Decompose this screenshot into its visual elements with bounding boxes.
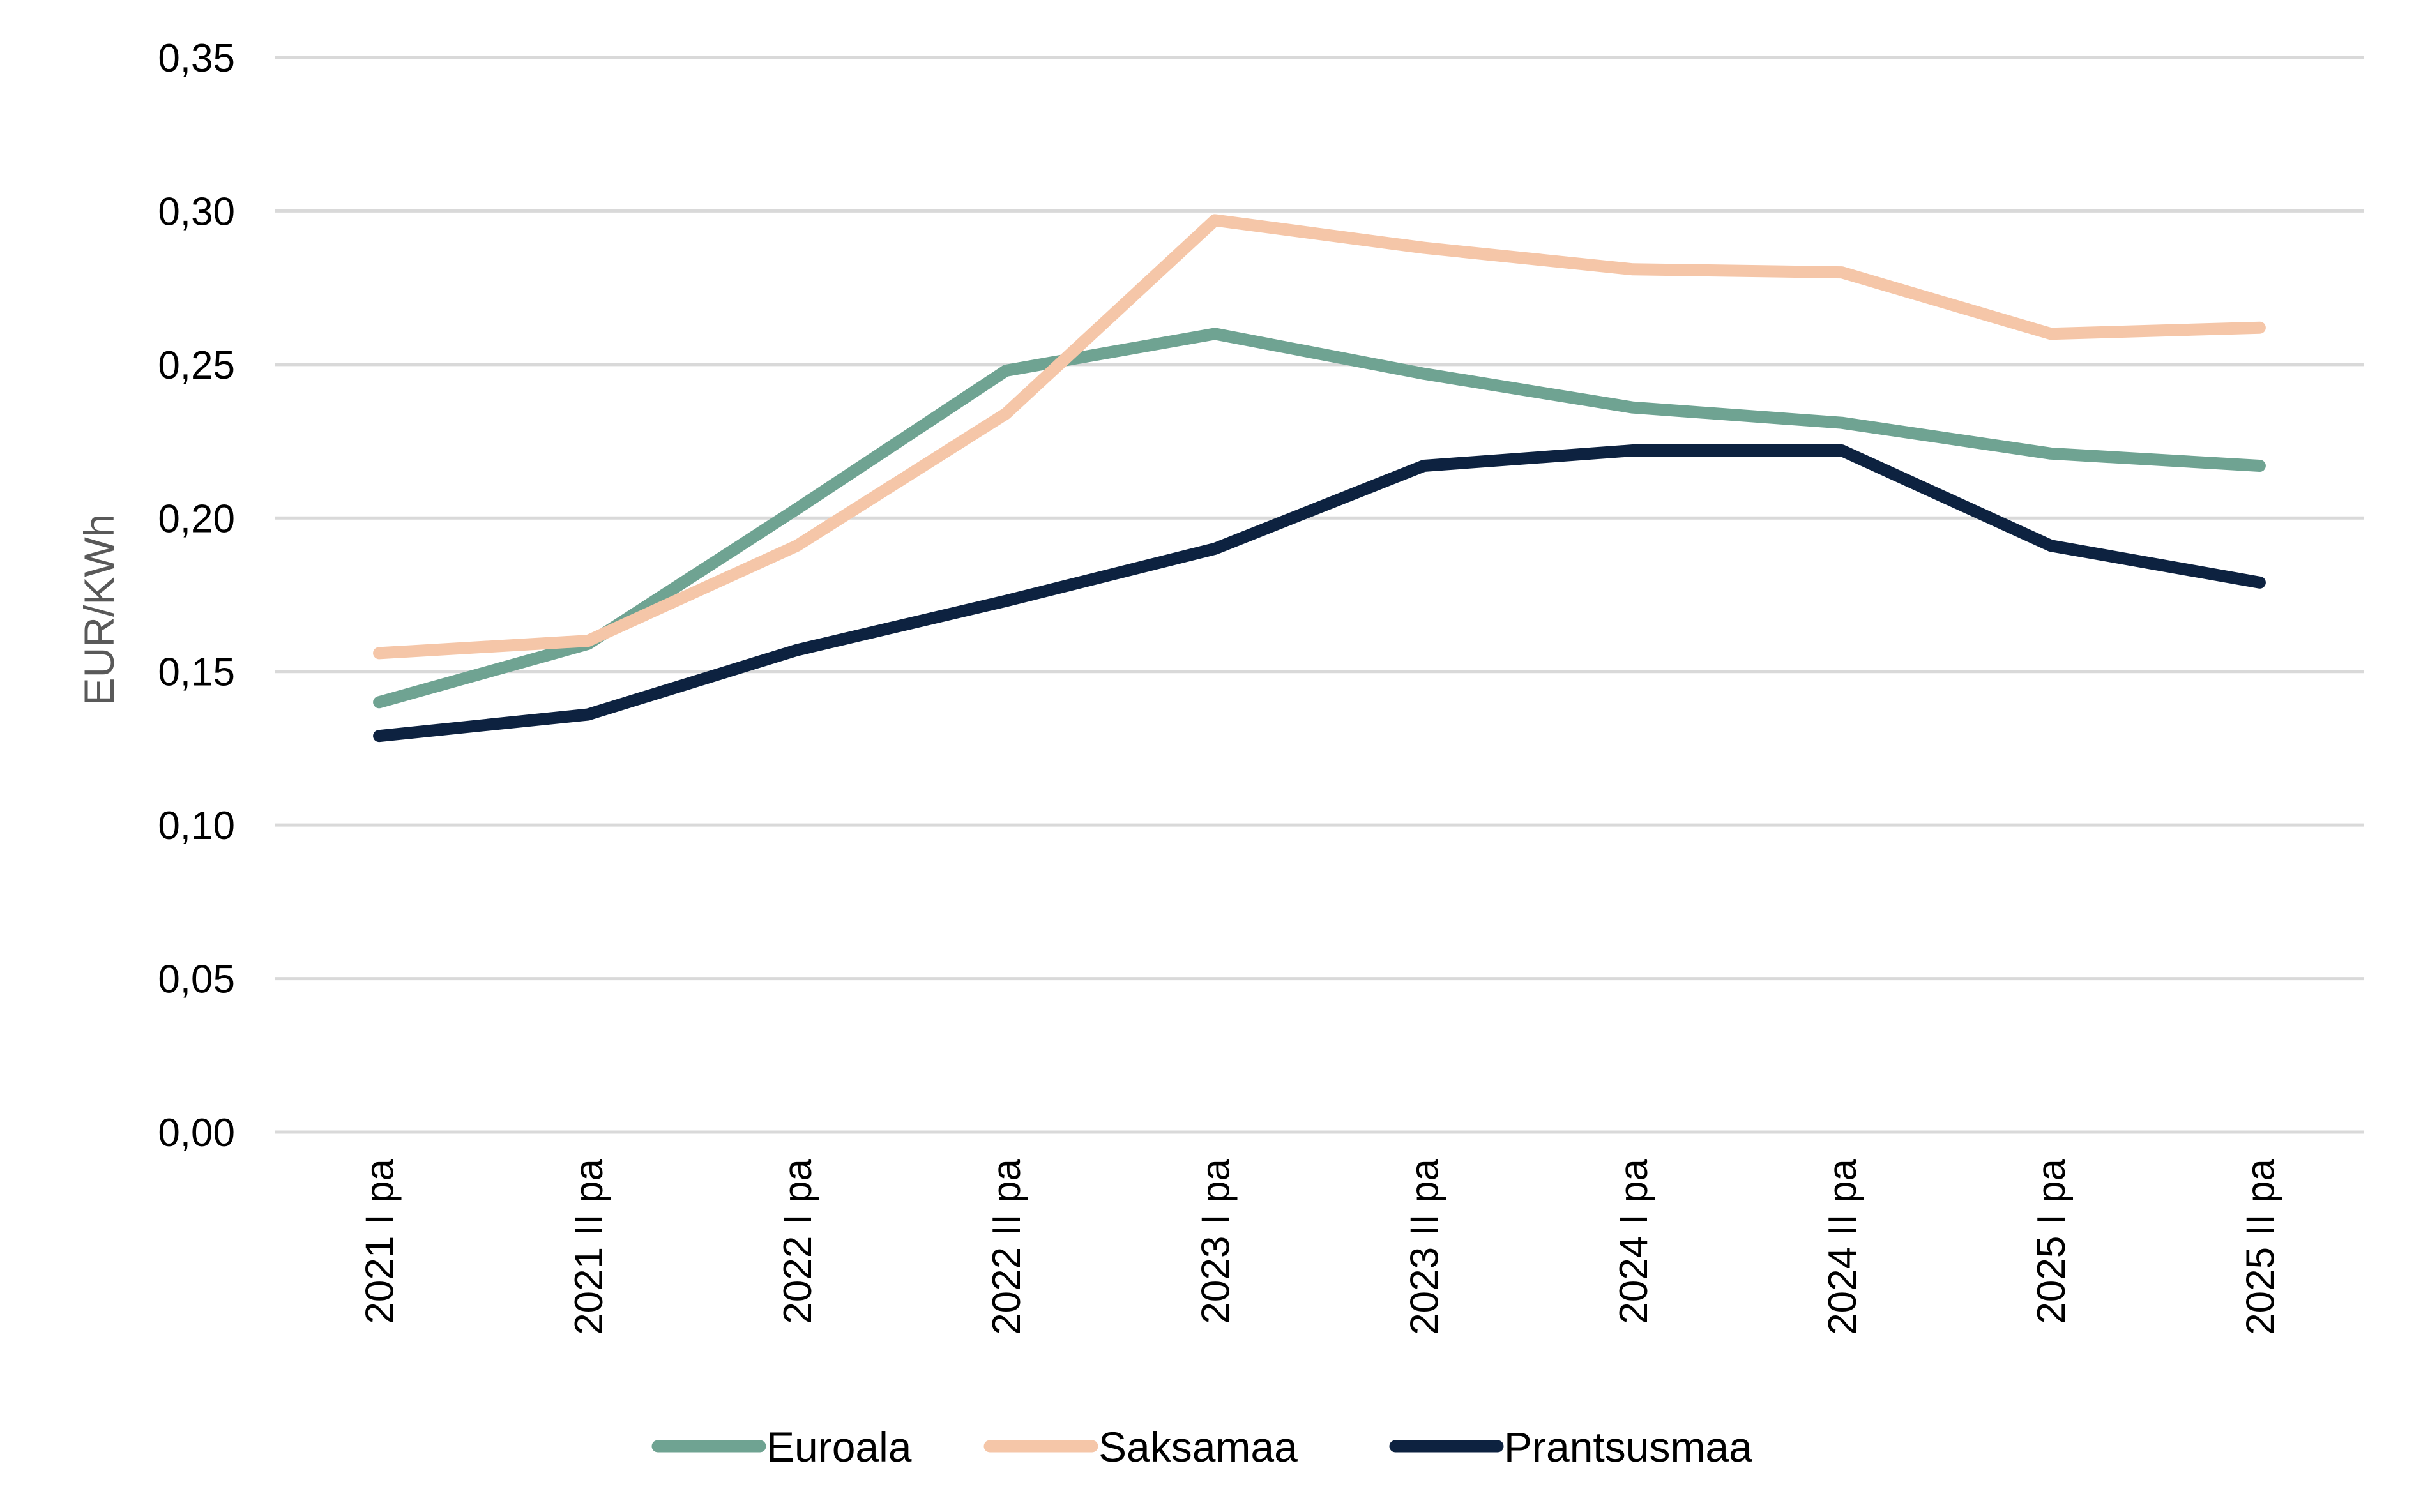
series-line-euroala <box>373 328 2266 709</box>
x-tick-label: 2022 II pa <box>985 1158 1029 1334</box>
legend-item-saksamaa: Saksamaa <box>983 1423 1298 1470</box>
series-line-saksamaa <box>373 214 2266 660</box>
legend-label: Euroala <box>766 1423 912 1470</box>
y-axis-ticks: 0,00 0,05 0,10 0,15 0,20 0,25 0,30 0,35 <box>158 36 235 1155</box>
x-axis-ticks: 2021 I pa 2021 II pa 2022 I pa 2022 II pa 20… <box>358 1158 2283 1334</box>
series-line-prantsusmaa <box>373 444 2266 743</box>
y-tick-label: 0,30 <box>158 190 235 234</box>
x-tick-label: 2023 I pa <box>1194 1158 1238 1324</box>
legend-label: Prantsusmaa <box>1504 1423 1752 1470</box>
x-tick-label: 2025 I pa <box>2030 1158 2074 1324</box>
y-tick-label: 0,25 <box>158 344 235 388</box>
y-tick-label: 0,15 <box>158 651 235 695</box>
gridlines <box>275 56 2364 1134</box>
legend-label: Saksamaa <box>1098 1423 1298 1470</box>
y-tick-label: 0,20 <box>158 497 235 541</box>
legend: Euroala Saksamaa Prantsusmaa <box>651 1423 1752 1470</box>
x-tick-label: 2024 I pa <box>1612 1158 1656 1324</box>
x-tick-label: 2021 II pa <box>567 1158 611 1334</box>
x-tick-label: 2023 II pa <box>1403 1158 1447 1334</box>
y-tick-label: 0,05 <box>158 958 235 1002</box>
legend-item-euroala: Euroala <box>651 1423 912 1470</box>
x-tick-label: 2025 II pa <box>2238 1158 2282 1334</box>
legend-item-prantsusmaa: Prantsusmaa <box>1389 1423 1752 1470</box>
y-tick-label: 0,35 <box>158 36 235 80</box>
x-tick-label: 2022 I pa <box>776 1158 820 1324</box>
y-tick-label: 0,00 <box>158 1111 235 1155</box>
x-tick-label: 2024 II pa <box>1821 1158 1865 1334</box>
y-axis-label: EUR/KWh <box>75 514 123 706</box>
x-tick-label: 2021 I pa <box>358 1158 402 1324</box>
series-lines <box>373 214 2266 743</box>
y-tick-label: 0,10 <box>158 804 235 848</box>
